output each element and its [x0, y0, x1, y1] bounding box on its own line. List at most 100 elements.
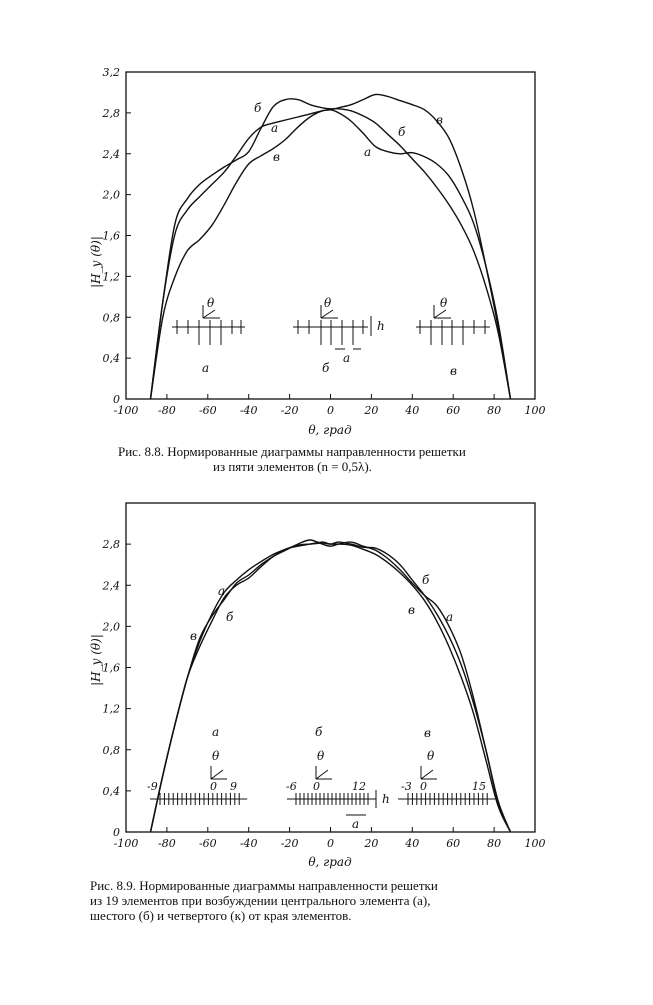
chart-2-inset-a-theta-ray: [210, 769, 224, 780]
chart-2-inset-b-theta-ray: [315, 769, 329, 780]
chart-1-inset-b-label: б: [322, 361, 330, 375]
chart-1-inset-v-label: в: [450, 364, 457, 378]
figure-8-9-caption-line-3: шестого (б) и четвертого (к) от края эле…: [90, 908, 352, 923]
chart-2-x-tick-label: 100: [525, 837, 546, 850]
chart-1-x-tick-label: -20: [281, 404, 299, 417]
chart-1-y-tick-label: 0,8: [103, 311, 121, 324]
chart-1-inset-b-a: a: [343, 351, 350, 365]
chart-2-inset-v-theta-ray: [420, 769, 434, 780]
chart-2-inset-b-num-right: 12: [352, 780, 366, 793]
chart-1-inset-b-theta: θ: [324, 296, 332, 310]
chart-2-inset-b-h: h: [382, 792, 390, 806]
chart-2-x-tick-label: 80: [487, 837, 501, 850]
chart-2-y-tick-label: 0,4: [103, 785, 121, 798]
chart-2-x-tick-label: -40: [240, 837, 258, 850]
figure-8-9-caption-line-1: Рис. 8.9. Нормированные диаграммы направ…: [90, 878, 438, 893]
chart-2-series-line-а: [149, 542, 512, 833]
chart-2-curve-label-a-right: а: [446, 610, 453, 624]
chart-2-curve-label-b-right: б: [422, 573, 430, 587]
chart-2-y-tick-label: 0: [113, 826, 120, 839]
chart-2-x-tick-label: 20: [363, 837, 378, 850]
chart-2-x-tick-label: 60: [446, 837, 460, 850]
chart-1-series-line-а: [149, 109, 512, 400]
chart-2-inset-a-theta: θ: [212, 749, 220, 763]
chart-2-curve-label-b-left: б: [226, 610, 234, 624]
chart-1-series-group: [149, 93, 512, 400]
chart-2-inset-v-label: в: [424, 726, 431, 740]
chart-1-inset-v-theta: θ: [440, 296, 448, 310]
chart-2-series-line-б: [149, 541, 512, 833]
chart-2-ticks: -100 -80 -60 -40 -20 0 20 40 60 80 10000,40,81,21,…: [102, 538, 546, 850]
chart-2-element-arrays: [150, 766, 496, 816]
figure-8-9-caption: Рис. 8.9. Нормированные диаграммы направ…: [90, 878, 540, 923]
chart-1-x-tick-label: -100: [114, 404, 139, 417]
figure-8-8-caption: Рис. 8.8. Нормированные диаграммы направ…: [118, 444, 542, 474]
chart-2-inset-v-num-zero: 0: [420, 780, 427, 793]
chart-1-inset-a: [172, 305, 245, 345]
chart-1-x-tick-label: 100: [525, 404, 546, 417]
chart-1-x-tick-label: 60: [446, 404, 460, 417]
chart-2-x-tick-label: -60: [199, 837, 217, 850]
chart-1-x-tick-label: -60: [199, 404, 217, 417]
chart-2: -100 -80 -60 -40 -20 0 20 40 60 80 10000,40,81,21,…: [89, 502, 546, 869]
chart-2-y-tick-label: 0,8: [103, 744, 121, 757]
chart-1-curve-label-b-right: б: [398, 125, 406, 139]
chart-1-y-tick-label: 2,0: [102, 189, 121, 202]
chart-1-y-axis-label: |H_y (θ)|: [89, 236, 103, 288]
chart-1-y-tick-label: 0: [113, 393, 120, 406]
chart-1-y-tick-label: 1,6: [103, 230, 121, 243]
chart-1-inset-a-theta: θ: [207, 296, 215, 310]
chart-2-y-tick-label: 2,0: [102, 620, 121, 633]
chart-2-y-tick-label: 2,4: [102, 579, 121, 592]
chart-2-inset-b-num-zero: 0: [313, 780, 320, 793]
chart-2-y-tick-label: 1,6: [103, 662, 121, 675]
chart-1-curve-label-v-right: в: [436, 113, 443, 127]
chart-1-x-tick-label: 40: [404, 404, 419, 417]
chart-2-y-tick-label: 1,2: [103, 703, 121, 716]
chart-2-inset-a-num-zero: 0: [210, 780, 217, 793]
chart-2-series-line-в: [149, 539, 512, 833]
chart-1-y-tick-label: 2,8: [102, 107, 121, 120]
figure-8-9-caption-line-2: из 19 элементов при возбуждении централь…: [90, 893, 431, 908]
chart-1-x-tick-label: -80: [158, 404, 176, 417]
chart-2-x-tick-label: -80: [158, 837, 176, 850]
figure-8-8-caption-line-2: из пяти элементов (n = 0,5λ).: [213, 459, 372, 474]
chart-1-y-tick-label: 1,2: [103, 270, 121, 283]
chart-1-ticks: -100 -80 -60 -40 -20 0 20 40 60 80 100 0 0,4 0,8 1,2 1,…: [102, 66, 546, 417]
chart-2-curve-label-a-left: а: [218, 584, 225, 598]
chart-1-x-axis-label: θ, град: [308, 423, 352, 437]
chart-2-inset-v-num-right: 15: [472, 780, 486, 793]
chart-2-inset-b-label: б: [315, 725, 323, 739]
chart-1-y-tick-label: 3,2: [103, 66, 121, 79]
figure-8-8-caption-line-1: Рис. 8.8. Нормированные диаграммы направ…: [118, 444, 466, 459]
chart-2-inset-a-label: а: [212, 725, 219, 739]
chart-1-inset-v: [416, 305, 490, 345]
chart-2-inset-a-num-right: 9: [230, 780, 237, 793]
chart-2-curve-label-v-right: в: [408, 603, 415, 617]
chart-1-curve-label-a-right: а: [364, 145, 371, 159]
chart-2-inset-b-num-left: -6: [286, 780, 297, 793]
chart-2-x-tick-label: 0: [327, 837, 334, 850]
chart-1-y-tick-label: 0,4: [103, 352, 121, 365]
chart-2-inset-v-num-left: -3: [401, 780, 412, 793]
chart-1-curve-label-a-left: а: [271, 121, 278, 135]
chart-2-inset-a-num-left: -9: [147, 780, 158, 793]
chart-1-x-tick-label: 20: [363, 404, 378, 417]
chart-2-curve-label-v-left: в: [190, 629, 197, 643]
chart-2-inset-b-a: a: [352, 817, 359, 831]
chart-2-x-tick-label: 40: [404, 837, 419, 850]
chart-2-x-axis-label: θ, град: [308, 855, 352, 869]
chart-1-curve-label-b-left: б: [254, 101, 262, 115]
chart-1-y-tick-label: 2,4: [102, 148, 121, 161]
chart-2-inset-b-theta: θ: [317, 749, 325, 763]
chart-2-series-group: [149, 539, 512, 833]
chart-1-x-tick-label: -40: [240, 404, 258, 417]
chart-1-x-tick-label: 0: [327, 404, 334, 417]
chart-1-curve-label-v-left: в: [273, 150, 280, 164]
chart-1-inset-b: [293, 305, 372, 350]
chart-2-y-axis-label: |H_y (θ)|: [89, 634, 103, 686]
chart-1-inset-a-label: а: [202, 361, 209, 375]
chart-2-y-tick-label: 2,8: [102, 538, 121, 551]
